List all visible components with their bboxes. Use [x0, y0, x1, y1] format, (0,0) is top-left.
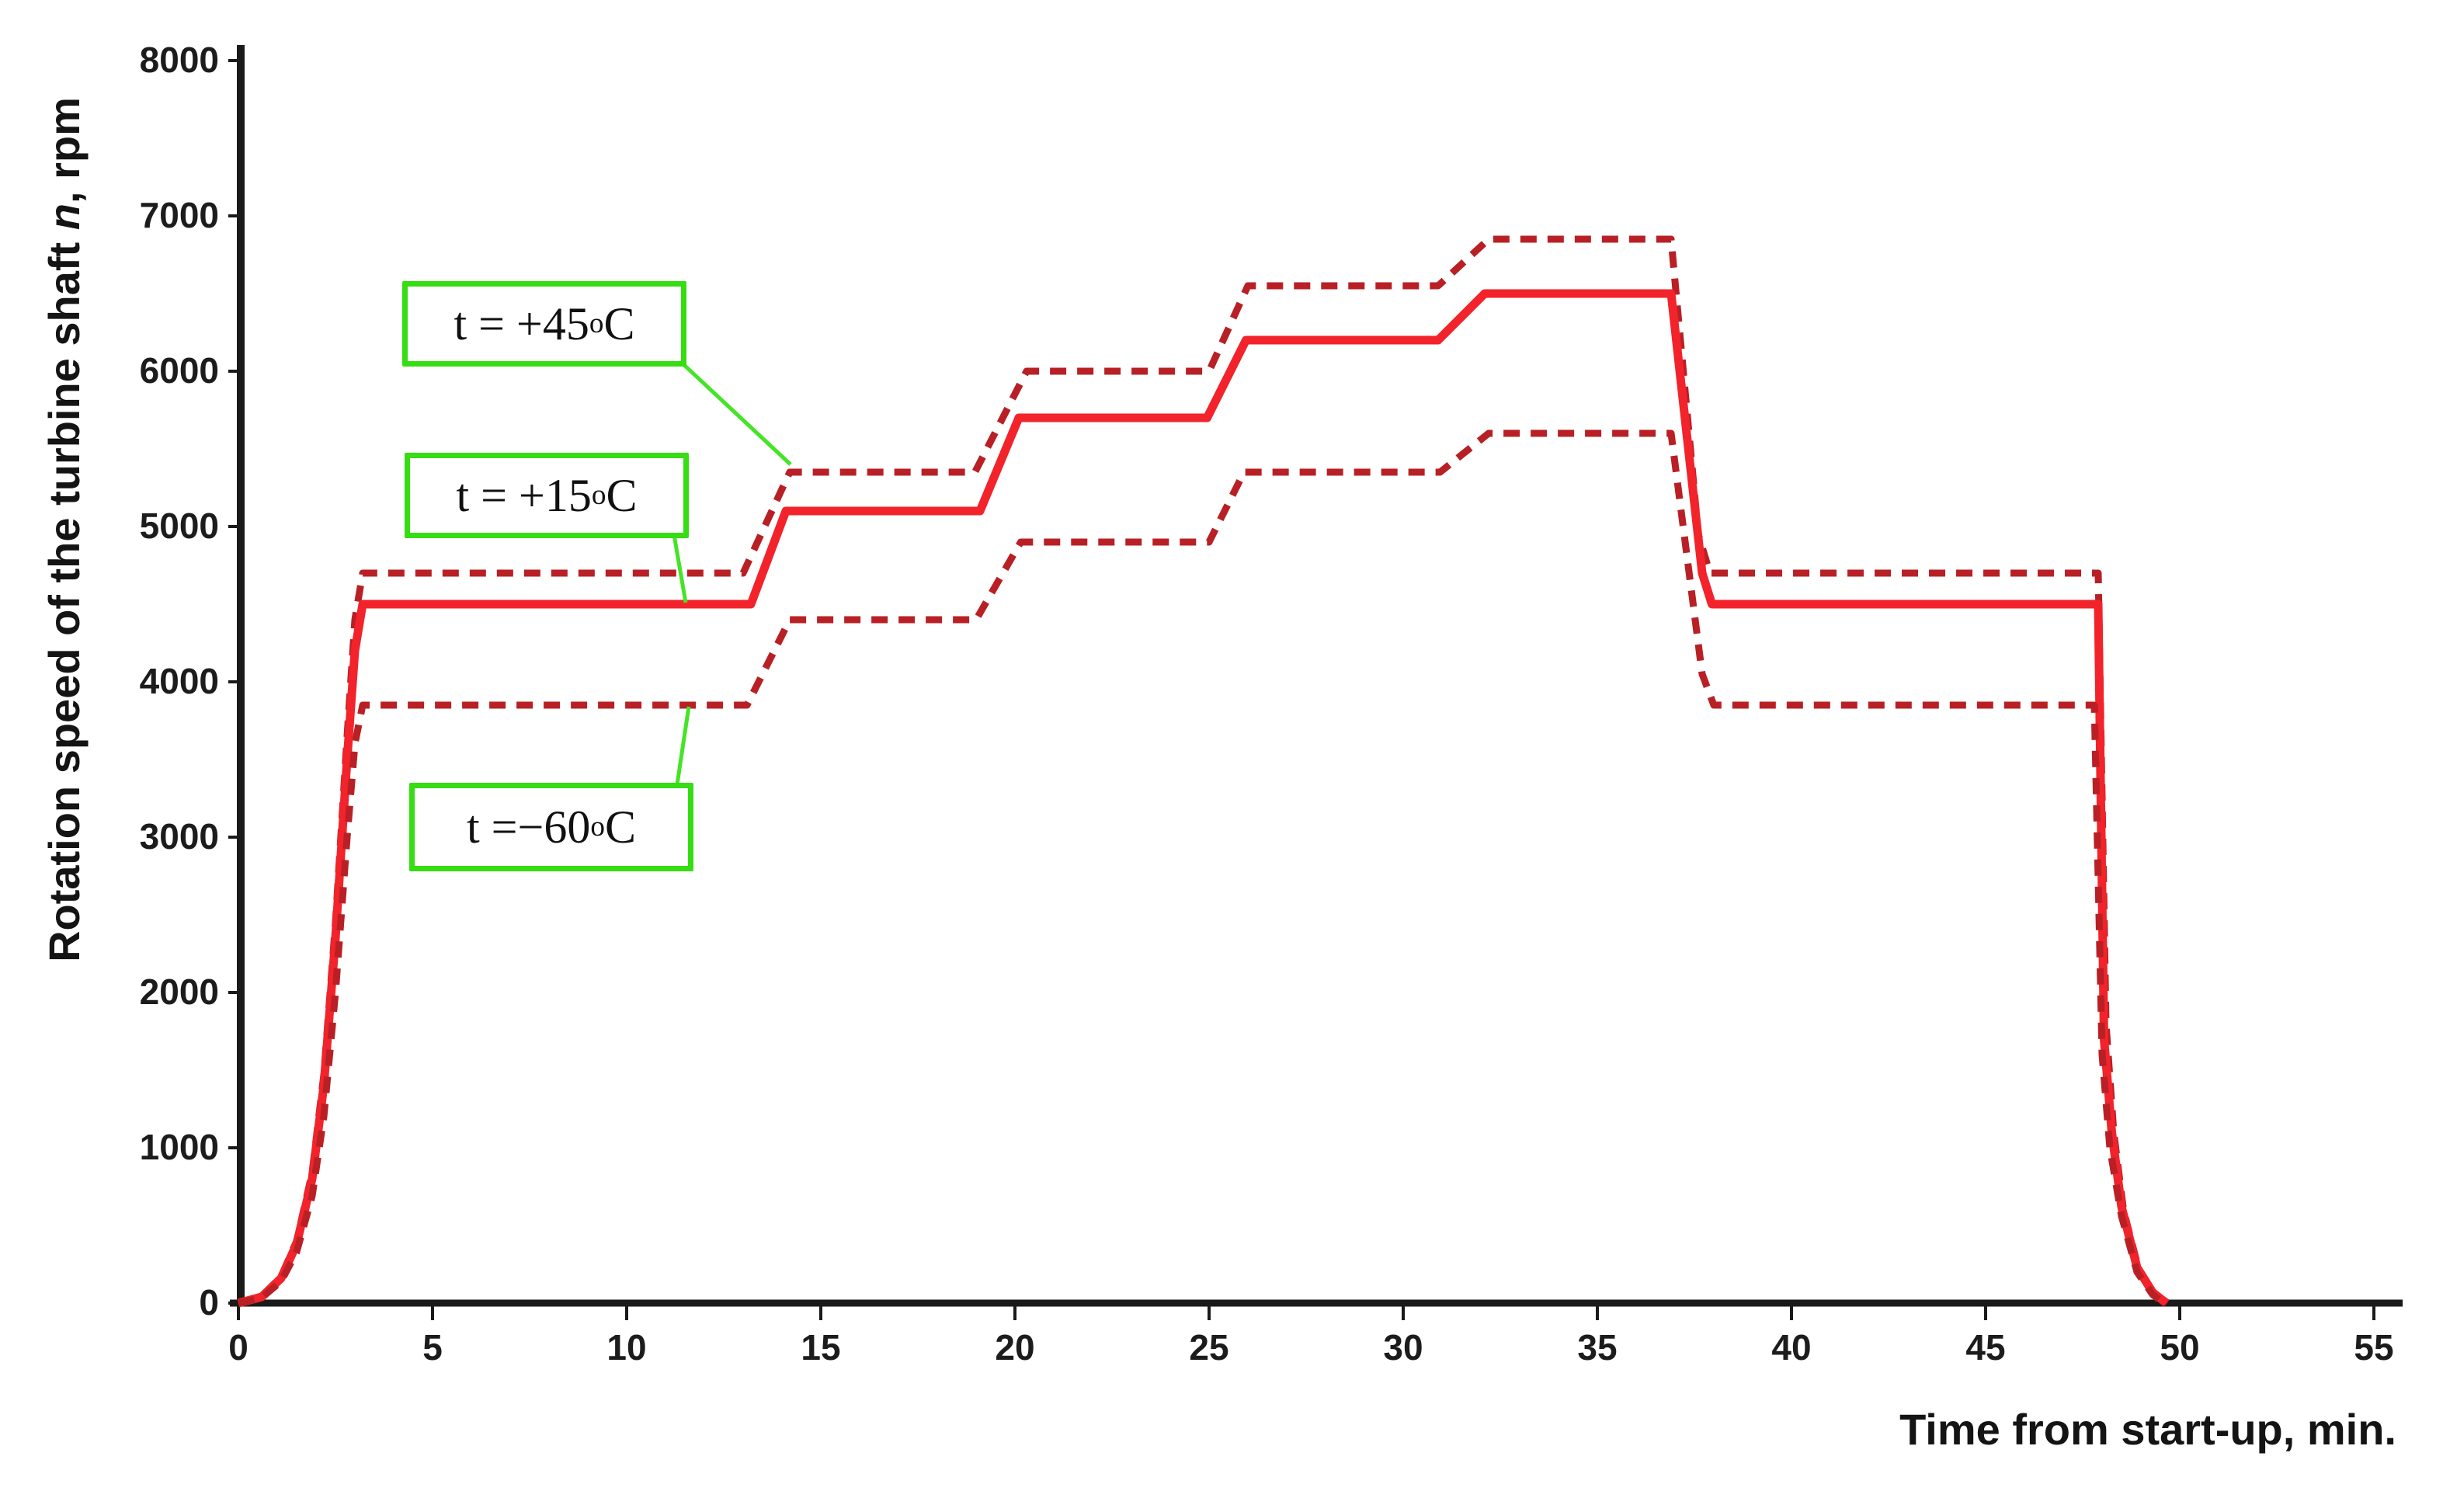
y-tick-label: 3000 — [139, 816, 219, 857]
label-box-plus15C: t = +15 o C — [405, 453, 689, 538]
label-text: t = +45 — [454, 297, 589, 349]
x-tick-label: 50 — [2160, 1327, 2200, 1368]
x-tick-label: 25 — [1189, 1327, 1229, 1368]
label-unit: C — [603, 297, 635, 349]
x-tick-label: 5 — [422, 1327, 443, 1368]
y-tick-label: 2000 — [139, 972, 219, 1012]
x-tick-label: 15 — [801, 1327, 841, 1368]
x-tick-label: 10 — [606, 1327, 647, 1368]
x-tick-label: 45 — [1965, 1327, 2006, 1368]
y-axis-title: Rotation speed of the turbine shaft n, r… — [39, 25, 89, 1034]
label-box-plus45C: t = +45 o C — [402, 281, 686, 367]
x-tick-label: 55 — [2354, 1327, 2394, 1368]
y-tick-label: 1000 — [139, 1127, 219, 1167]
y-axis-title-text: Rotation speed of the turbine shaft — [40, 230, 89, 962]
leader-line-2 — [675, 706, 691, 785]
series-curve-0 — [237, 235, 2170, 1307]
x-tick-label: 0 — [228, 1327, 248, 1368]
y-tick-label: 8000 — [139, 40, 219, 80]
label-unit: C — [604, 801, 636, 853]
x-axis-title-text: Time from start-up, min. — [1899, 1405, 2396, 1454]
y-axis-variable: n — [40, 203, 89, 231]
x-axis-title: Time from start-up, min. — [1899, 1404, 2396, 1455]
leader-line-0 — [671, 353, 792, 466]
label-box-minus60C: t =−60 o C — [409, 783, 693, 871]
y-tick-label: 4000 — [139, 661, 219, 701]
y-tick-label: 6000 — [139, 350, 219, 391]
y-tick-label: 0 — [199, 1282, 219, 1323]
x-tick-label: 30 — [1383, 1327, 1423, 1368]
y-tick-label: 5000 — [139, 506, 219, 546]
x-tick-label: 20 — [995, 1327, 1035, 1368]
x-tick-label: 35 — [1577, 1327, 1618, 1368]
leader-line-1 — [670, 525, 688, 603]
label-text: t = +15 — [456, 469, 592, 521]
label-text: t =−60 — [467, 801, 591, 853]
label-unit: C — [606, 469, 638, 521]
y-tick-label: 7000 — [139, 195, 219, 235]
y-axis-units: , rpm — [40, 97, 89, 204]
x-tick-label: 40 — [1771, 1327, 1812, 1368]
